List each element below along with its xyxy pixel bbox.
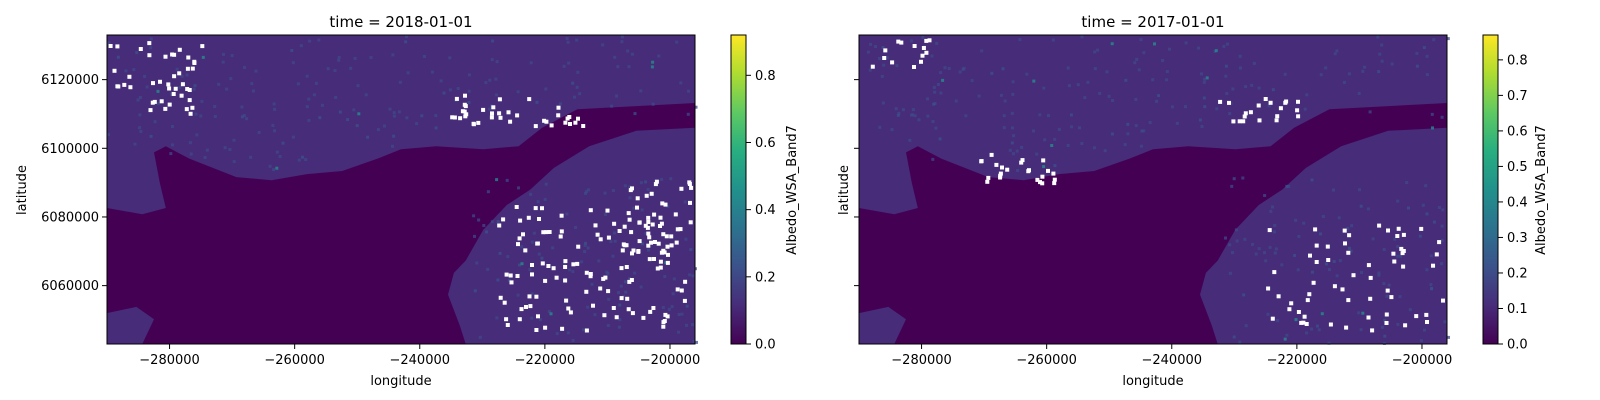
y-axis-label-2018: latitude	[15, 165, 30, 215]
land-east	[448, 127, 695, 344]
x-tick-label: −220000	[515, 353, 576, 368]
colorbar-tick-label: 0.4	[1507, 195, 1528, 210]
heatmap-2018	[107, 35, 698, 344]
x-tick-label: −240000	[1142, 353, 1203, 368]
y-axis-2017	[854, 79, 859, 287]
colorbar-ticks-2017: 0.0 0.1 0.2 0.3 0.4 0.5 0.6 0.7 0.8	[1498, 53, 1528, 353]
colorbar-tick-label: 0.0	[1507, 338, 1528, 353]
land-southwest	[107, 306, 154, 344]
colorbar-2018	[730, 34, 747, 345]
colorbar-tick-label: 0.3	[1507, 231, 1528, 246]
y-tick-label: 6100000	[41, 142, 99, 157]
y-tick-label: 6080000	[41, 210, 99, 225]
colorbar-tick-label: 0.2	[1507, 266, 1528, 281]
y-tick-label: 6120000	[41, 73, 99, 88]
x-tick-label: −260000	[1016, 353, 1077, 368]
x-tick-label: −200000	[1392, 353, 1453, 368]
missing-data-gaps	[870, 38, 1445, 333]
x-tick-label: −280000	[891, 353, 952, 368]
panel-2018: time = 2018-01-01 −280000 −260000 −240000−…	[15, 13, 800, 389]
y-axis-2018: 6060000 6080000 6100000 6120000	[41, 73, 107, 294]
y-tick-label: 6060000	[41, 279, 99, 294]
x-tick-label: −220000	[1267, 353, 1328, 368]
pixel-texture	[866, 35, 1450, 345]
chart-title-2018: time = 2018-01-01	[329, 13, 472, 31]
y-axis-label-2017: latitude	[837, 165, 852, 215]
x-axis-label-2018: longitude	[370, 374, 431, 389]
plot-frame-2018	[106, 34, 696, 345]
heatmap-2017	[859, 35, 1450, 345]
colorbar-tick-label: 0.6	[755, 136, 776, 151]
x-axis-2018: −280000 −260000 −240000 −220000 −200000	[139, 344, 700, 368]
colorbar-tick-label: 0.5	[1507, 160, 1528, 175]
colorbar-label-2018: Albedo_WSA_Band7	[785, 125, 800, 255]
chart-title-2017: time = 2017-01-01	[1081, 13, 1224, 31]
x-tick-label: −200000	[640, 353, 701, 368]
colorbar-ticks-2018: 0.0 0.2 0.4 0.6 0.8	[746, 69, 776, 353]
colorbar-tick-label: 0.4	[755, 203, 776, 218]
x-axis-label-2017: longitude	[1122, 374, 1183, 389]
pixel-texture	[107, 35, 698, 344]
missing-data-gaps	[108, 41, 694, 333]
colorbar-tick-label: 0.2	[755, 270, 776, 285]
x-tick-label: −280000	[139, 353, 200, 368]
x-tick-label: −240000	[390, 353, 451, 368]
land-east	[1200, 127, 1447, 344]
colorbar-tick-label: 0.7	[1507, 89, 1528, 104]
colorbar-2017	[1482, 34, 1499, 345]
colorbar-tick-label: 0.8	[1507, 53, 1528, 68]
colorbar-label-2017: Albedo_WSA_Band7	[1534, 125, 1549, 255]
land-southwest	[859, 306, 906, 344]
colorbar-tick-label: 0.1	[1507, 302, 1528, 317]
colorbar-tick-label: 0.0	[755, 338, 776, 353]
panel-2017: time = 2017-01-01 −280000 −260000 −240000−…	[837, 13, 1549, 389]
plot-frame-2017	[858, 34, 1448, 345]
land-north	[107, 35, 695, 215]
x-axis-2017: −280000 −260000 −240000 −220000 −200000	[891, 344, 1452, 368]
colorbar-tick-label: 0.6	[1507, 124, 1528, 139]
x-tick-label: −260000	[264, 353, 325, 368]
colorbar-tick-label: 0.8	[755, 69, 776, 84]
